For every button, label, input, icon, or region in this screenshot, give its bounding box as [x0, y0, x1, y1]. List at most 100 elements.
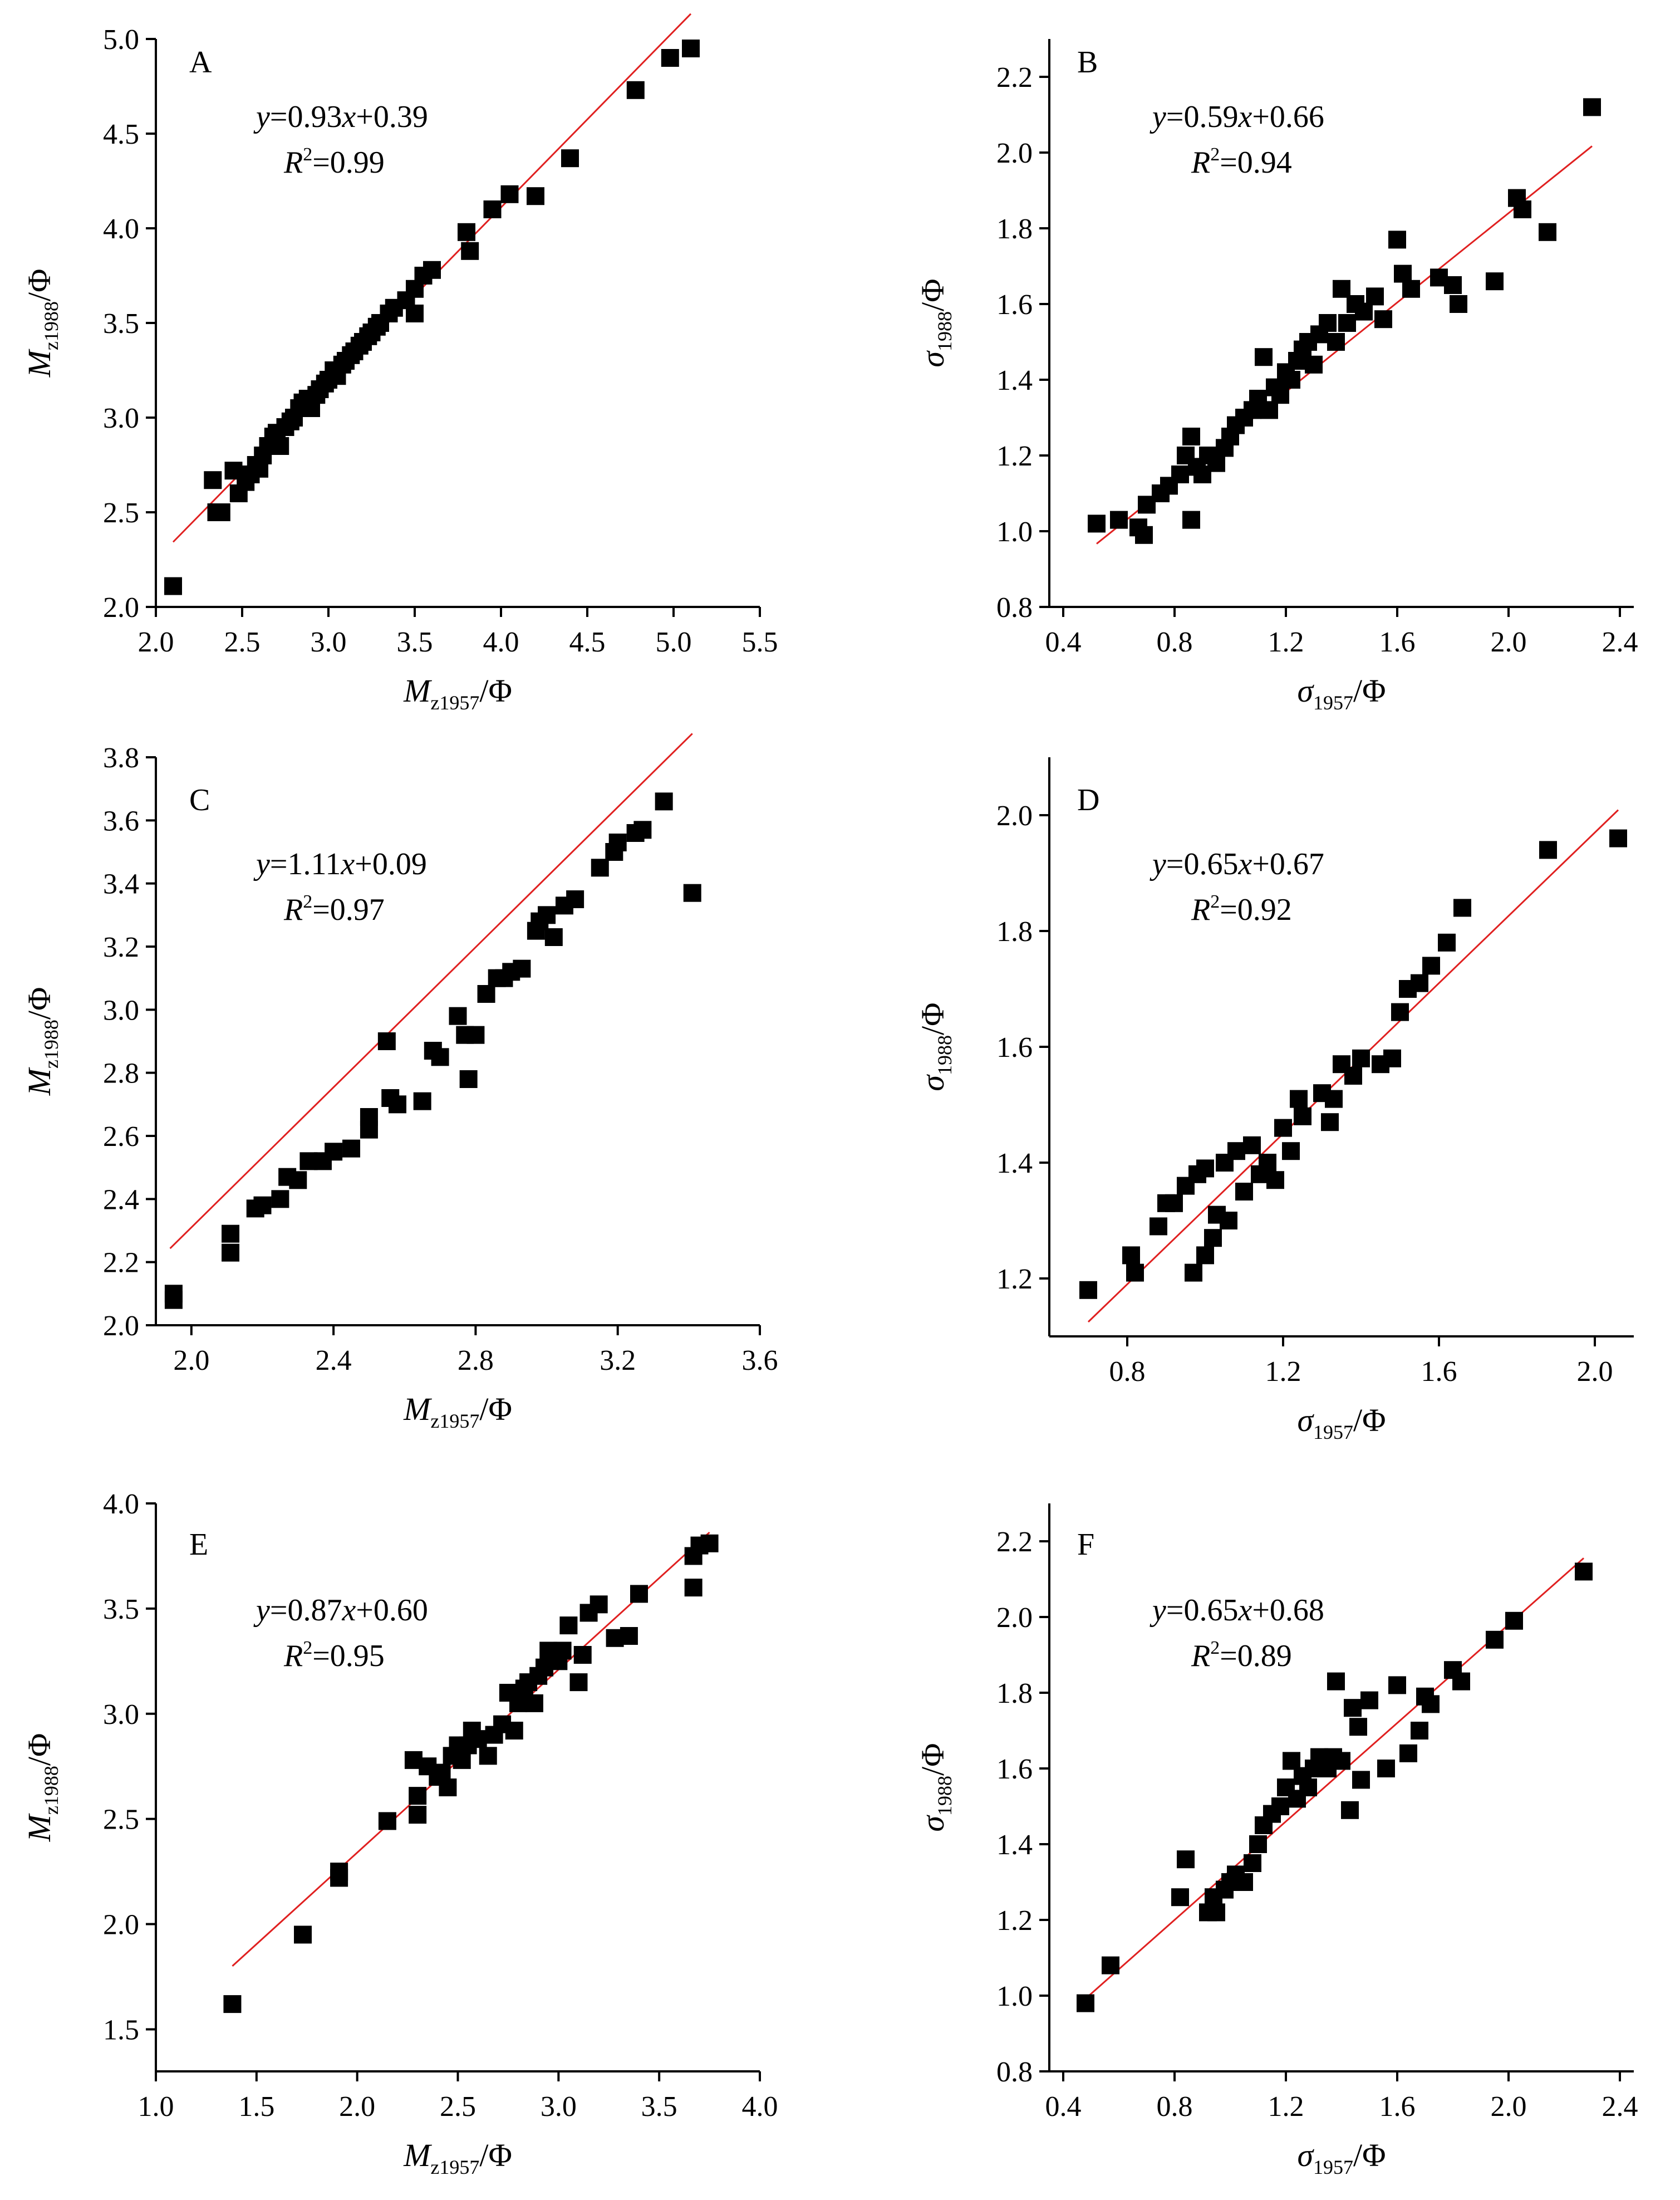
y-tick-label: 3.5 — [103, 308, 139, 340]
data-point — [1171, 1888, 1189, 1907]
data-point — [1182, 428, 1200, 445]
data-point — [1196, 1246, 1214, 1265]
data-point — [1299, 1778, 1317, 1796]
data-point — [294, 1925, 312, 1944]
x-tick-label: 0.4 — [1045, 2091, 1082, 2123]
data-point — [1333, 1752, 1350, 1770]
data-point — [1374, 310, 1392, 329]
x-tick-label: 0.8 — [1109, 1356, 1146, 1388]
data-point — [1271, 1797, 1289, 1815]
x-tick-label: 2.4 — [1602, 626, 1638, 658]
y-tick-label: 2.0 — [103, 592, 139, 624]
data-point — [1260, 401, 1278, 419]
data-point — [1438, 933, 1456, 952]
x-tick-label: 2.5 — [440, 2091, 476, 2123]
data-point — [684, 1579, 703, 1597]
data-point — [655, 792, 673, 811]
x-tick-label: 1.6 — [1421, 1356, 1457, 1388]
y-tick-label: 1.8 — [996, 213, 1033, 245]
data-point — [1135, 526, 1153, 544]
data-point — [1575, 1562, 1593, 1581]
x-tick-label: 2.0 — [1491, 626, 1527, 658]
data-point — [479, 1747, 497, 1765]
data-point — [500, 185, 519, 203]
data-point — [1274, 1119, 1292, 1137]
data-point — [505, 1722, 523, 1740]
y-axis-label: σ1988/Φ — [915, 1743, 956, 1831]
y-tick-label: 1.8 — [996, 916, 1033, 948]
r-squared: R2=0.95 — [283, 1638, 385, 1673]
data-point — [1349, 1718, 1367, 1736]
data-point — [389, 1095, 406, 1114]
y-tick-label: 2.5 — [103, 1804, 139, 1836]
data-point — [1486, 272, 1504, 291]
y-tick-label: 4.5 — [103, 119, 139, 150]
data-point — [1126, 1263, 1144, 1282]
x-tick-label: 3.0 — [311, 626, 347, 658]
panel-f: 0.4 0.8 1.2 1.6 2.0 2.4 0.8 1.0 1.2 1.4 1.6 1.8 2.0 2… — [915, 1503, 1638, 2178]
regression-equation: y=0.59x+0.66 — [1150, 100, 1324, 134]
data-point — [513, 959, 531, 978]
data-point — [591, 859, 609, 877]
data-point — [633, 821, 652, 839]
data-point — [1388, 231, 1406, 249]
data-point — [164, 577, 182, 595]
y-tick-label: 1.0 — [996, 516, 1033, 548]
data-point — [1352, 1049, 1370, 1067]
data-point — [1088, 515, 1106, 533]
data-point — [1150, 1217, 1167, 1236]
regression-line — [169, 733, 693, 1250]
data-point — [222, 1243, 240, 1262]
regression-equation: y=0.65x+0.67 — [1150, 847, 1324, 881]
panel-letter: A — [189, 45, 212, 80]
x-tick-label: 2.0 — [339, 2091, 375, 2123]
y-tick-label: 3.4 — [103, 869, 139, 900]
y-tick-label: 2.0 — [996, 1602, 1033, 1634]
data-point — [573, 1646, 592, 1664]
data-point — [406, 305, 424, 322]
y-tick-label: 2.0 — [103, 1310, 139, 1342]
data-point — [1539, 223, 1556, 241]
data-point — [1399, 1744, 1417, 1762]
data-point — [1344, 1699, 1362, 1717]
data-point — [1383, 1049, 1401, 1067]
data-point — [1486, 1630, 1504, 1649]
data-point — [1514, 200, 1531, 218]
data-point — [253, 1196, 272, 1214]
data-point — [459, 1070, 478, 1088]
y-tick-label: 0.8 — [996, 2056, 1033, 2088]
data-point — [223, 1995, 242, 2013]
regression-equation: y=0.65x+0.68 — [1150, 1593, 1324, 1628]
data-point — [1394, 264, 1412, 283]
data-point — [1110, 511, 1128, 529]
x-tick-label: 2.5 — [224, 626, 261, 658]
data-point — [525, 1694, 543, 1712]
data-point — [325, 1143, 343, 1161]
data-point — [590, 1595, 608, 1614]
data-point — [1609, 829, 1627, 847]
data-point — [1177, 1850, 1195, 1869]
data-point — [212, 503, 230, 521]
data-point — [1235, 1873, 1253, 1891]
y-tick-label: 1.6 — [996, 1753, 1033, 1785]
data-point — [1079, 1281, 1097, 1299]
y-tick-label: 1.4 — [996, 1148, 1033, 1179]
y-tick-label: 3.6 — [103, 805, 139, 837]
data-point — [1196, 1159, 1214, 1178]
data-point — [204, 471, 222, 489]
data-point — [409, 1787, 427, 1805]
data-point — [1327, 333, 1345, 351]
data-point — [1294, 1107, 1311, 1125]
x-tick-label: 0.4 — [1045, 626, 1082, 658]
data-point — [1422, 957, 1440, 975]
data-point — [544, 928, 563, 946]
data-point — [608, 834, 627, 851]
data-point — [1271, 386, 1289, 404]
data-point — [413, 1092, 431, 1110]
panel-letter: D — [1077, 783, 1099, 817]
x-tick-label: 4.5 — [569, 626, 606, 658]
data-point — [1102, 1956, 1119, 1974]
panel-b: 0.4 0.8 1.2 1.6 2.0 2.4 0.8 1.0 1.2 1.4 1.6 1.8 2.0 2… — [915, 39, 1638, 714]
y-tick-label: 2.2 — [996, 62, 1033, 94]
data-point — [1338, 314, 1356, 332]
